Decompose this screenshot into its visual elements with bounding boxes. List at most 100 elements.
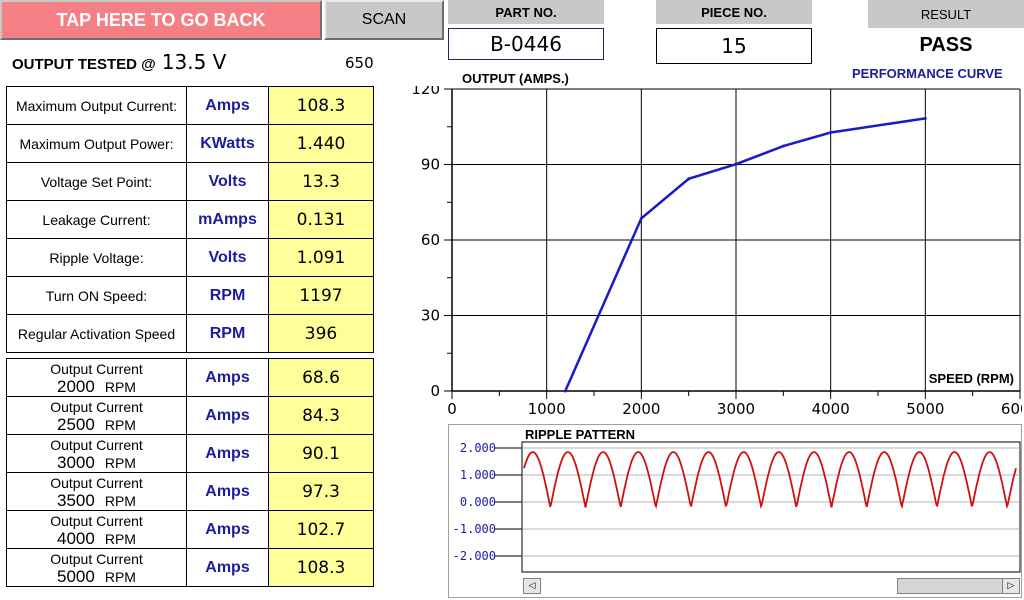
part-number-field[interactable]: B-0446: [448, 28, 604, 60]
y-tick-label: 120: [411, 86, 440, 98]
performance-data-point: [639, 216, 643, 220]
param-label: Maximum Output Power:: [6, 124, 187, 163]
ripple-y-tick-label: 2.000: [460, 441, 496, 455]
speed-value: 3000: [57, 452, 95, 472]
chart-x-axis-label: SPEED (RPM): [929, 371, 1014, 386]
table-row: Maximum Output Power: KWatts 1.440: [6, 124, 374, 163]
x-tick-label: 6000: [1001, 400, 1022, 416]
rpm-label: RPM: [104, 530, 136, 547]
rpm-label: RPM: [104, 416, 136, 433]
param-value: 13.3: [268, 162, 374, 201]
arrow-right-icon: ▷: [1007, 581, 1015, 591]
rpm-label: RPM: [104, 454, 136, 471]
table-row: Leakage Current: mAmps 0.131: [6, 200, 374, 239]
speed-output-value: 90.1: [268, 434, 374, 473]
speed-unit: Amps: [186, 548, 269, 587]
arrow-left-icon: ◁: [528, 581, 536, 591]
parameter-table-body: Maximum Output Current: Amps 108.3 Maximum…: [6, 86, 374, 353]
performance-data-point: [829, 131, 833, 135]
speed-output-value: 97.3: [268, 472, 374, 511]
speed-output-value: 84.3: [268, 396, 374, 435]
speed-value: 4000: [57, 528, 95, 548]
y-tick-label: 0: [430, 382, 440, 400]
performance-data-point: [563, 389, 567, 393]
speed-label-cell: Output Current 3000 RPM: [6, 434, 187, 473]
x-tick-label: 3000: [717, 400, 755, 416]
param-unit: KWatts: [186, 124, 269, 163]
parameter-table: Maximum Output Current: Amps 108.3 Maximum…: [6, 86, 374, 353]
table-row: Output Current 2000 RPM Amps 68.6: [6, 358, 374, 397]
x-tick-label: 0: [447, 400, 457, 416]
param-unit: RPM: [186, 276, 269, 315]
y-tick-label: 90: [421, 156, 440, 174]
ripple-waveform: [523, 451, 1017, 510]
speed-unit: Amps: [186, 434, 269, 473]
piece-number-field[interactable]: 15: [656, 28, 812, 64]
speed-value: 2000: [57, 376, 95, 396]
speed-output-value: 108.3: [268, 548, 374, 587]
test-voltage: 13.5 V: [161, 50, 227, 74]
param-label: Regular Activation Speed: [6, 314, 187, 353]
speed-label-text: Output Current: [50, 474, 143, 491]
rpm-label: RPM: [104, 492, 136, 509]
speed-label-cell: Output Current 2500 RPM: [6, 396, 187, 435]
performance-chart: 0 1000 2000 3000 4000 5000 6000 0 30 60 90 120 SPEED…: [411, 86, 1022, 416]
test-id-number: 650: [345, 54, 374, 72]
ripple-y-tick-label: 1.000: [460, 468, 496, 482]
param-label: Maximum Output Current:: [6, 86, 187, 125]
table-row: Output Current 5000 RPM Amps 108.3: [6, 548, 374, 587]
speed-label-text: Output Current: [50, 512, 143, 529]
param-label: Turn ON Speed:: [6, 276, 187, 315]
ripple-scroll-thumb[interactable]: [897, 578, 1003, 594]
table-row: Output Current 4000 RPM Amps 102.7: [6, 510, 374, 549]
speed-output-value: 102.7: [268, 510, 374, 549]
output-tested-line: OUTPUT TESTED @ 13.5 V: [12, 50, 226, 74]
ripple-y-tick-label: -2.000: [453, 549, 496, 563]
param-label: Voltage Set Point:: [6, 162, 187, 201]
table-row: Output Current 3000 RPM Amps 90.1: [6, 434, 374, 473]
ripple-y-tick-label: -1.000: [453, 522, 496, 536]
x-tick-label: 5000: [906, 400, 944, 416]
performance-data-point: [734, 162, 738, 166]
back-button[interactable]: TAP HERE TO GO BACK: [0, 0, 322, 40]
piece-number-label: PIECE NO.: [656, 0, 812, 24]
scroll-left-button[interactable]: ◁: [523, 578, 541, 594]
param-label: Leakage Current:: [6, 200, 187, 239]
speed-label-cell: Output Current 5000 RPM: [6, 548, 187, 587]
table-row: Output Current 3500 RPM Amps 97.3: [6, 472, 374, 511]
table-row: Output Current 2500 RPM Amps 84.3: [6, 396, 374, 435]
scroll-right-button[interactable]: ▷: [1002, 578, 1020, 594]
x-tick-label: 4000: [812, 400, 850, 416]
table-row: Maximum Output Current: Amps 108.3: [6, 86, 374, 125]
x-tick-label: 1000: [528, 400, 566, 416]
speed-value: 2500: [57, 414, 95, 434]
result-label: RESULT: [868, 0, 1024, 28]
performance-data-point: [923, 116, 927, 120]
speed-label-cell: Output Current 4000 RPM: [6, 510, 187, 549]
speed-label-text: Output Current: [50, 398, 143, 415]
param-value: 396: [268, 314, 374, 353]
chart-title: PERFORMANCE CURVE: [852, 66, 1003, 81]
param-value: 1197: [268, 276, 374, 315]
rpm-label: RPM: [104, 568, 136, 585]
speed-unit: Amps: [186, 358, 269, 397]
table-row: Ripple Voltage: Volts 1.091: [6, 238, 374, 277]
speed-output-table: Output Current 2000 RPM Amps 68.6 Output Cur…: [6, 358, 374, 587]
speed-unit: Amps: [186, 510, 269, 549]
chart-y-axis-label: OUTPUT (AMPS.): [462, 71, 569, 86]
performance-series-line: [564, 117, 926, 392]
param-value: 0.131: [268, 200, 374, 239]
ripple-chart: 2.000 1.000 0.000 -1.000 -2.000: [453, 441, 1021, 573]
speed-value: 5000: [57, 566, 95, 586]
y-tick-label: 30: [421, 307, 440, 325]
param-unit: Volts: [186, 238, 269, 277]
scan-button[interactable]: SCAN: [324, 0, 444, 40]
ripple-title: RIPPLE PATTERN: [525, 427, 636, 442]
param-unit: Volts: [186, 162, 269, 201]
ripple-y-tick-label: 0.000: [460, 495, 496, 509]
speed-label-text: Output Current: [50, 436, 143, 453]
speed-label-cell: Output Current 2000 RPM: [6, 358, 187, 397]
y-tick-label: 60: [421, 231, 440, 249]
param-value: 1.440: [268, 124, 374, 163]
table-row: Voltage Set Point: Volts 13.3: [6, 162, 374, 201]
